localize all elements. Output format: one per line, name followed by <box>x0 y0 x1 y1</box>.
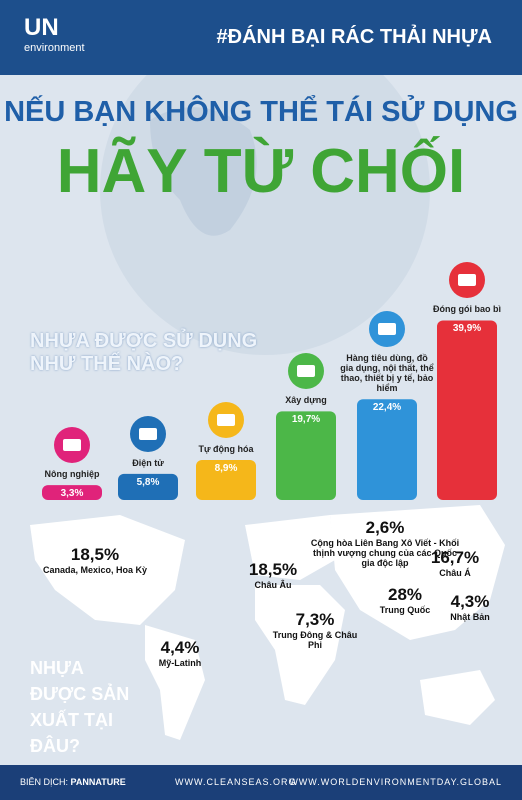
region: 28% Trung Quốc <box>370 585 440 615</box>
bar <box>42 485 102 500</box>
bar <box>357 399 417 500</box>
value-label: 22,4% <box>372 402 402 414</box>
category: Điện tử <box>100 415 196 468</box>
icon-glyph <box>139 427 157 440</box>
logo-sub: environment <box>24 42 85 54</box>
region-label: Châu Á <box>439 568 471 578</box>
value-label: 8,9% <box>214 462 238 474</box>
region-value: 4,4% <box>160 638 200 657</box>
footer-translator: BIÊN DỊCH: PANNATURE <box>20 777 126 787</box>
category: Hàng tiêu dùng, đồ gia dụng, nội thất, t… <box>339 311 435 393</box>
category-label: Xây dựng <box>285 395 327 406</box>
translator: PANNATURE <box>70 777 126 787</box>
category: Xây dựng <box>258 353 354 405</box>
headline-1: NẾU BẠN KHÔNG THỂ TÁI SỬ DỤNG <box>4 96 518 128</box>
region-label: Canada, Mexico, Hoa Kỳ <box>42 565 148 575</box>
icon-glyph <box>63 439 81 452</box>
icon-glyph <box>217 413 235 426</box>
value-label: 19,7% <box>291 414 321 426</box>
icon <box>369 311 405 348</box>
category-label: Nông nghiệp <box>44 469 100 480</box>
region-value: 18,5% <box>248 560 298 579</box>
icon-glyph <box>378 323 396 336</box>
icon <box>288 353 324 390</box>
category-label: Tự động hóa <box>198 443 254 454</box>
region-value: 18,5% <box>70 545 120 564</box>
icon <box>130 415 166 452</box>
icon-glyph <box>458 274 476 287</box>
region: 4,4% Mỹ-Latinh <box>145 638 215 668</box>
translator-label: BIÊN DỊCH: <box>20 777 69 787</box>
footer-site: WWW.CLEANSEAS.ORG <box>175 777 297 787</box>
bar <box>118 473 178 500</box>
region-value: 16,7% <box>430 548 480 567</box>
category: Đóng gói bao bì <box>419 262 515 314</box>
category: Nông nghiệp <box>24 427 120 479</box>
hashtag: #ĐÁNH BẠI RÁC THẢI NHỰA <box>216 26 492 48</box>
region-label: Trung Đông & Châu Phi <box>272 630 358 650</box>
category-label: Điện tử <box>132 457 164 468</box>
chart-title: NHỰA ĐƯỢC SỬ DỤNG NHƯ THẾ NÀO? <box>30 330 258 375</box>
map-title: NHỰA ĐƯỢC SẢN XUẤT TẠI ĐÂU? <box>30 658 130 756</box>
region-label: Cộng hòa Liên Bang Xô Viết - Khối thịnh … <box>310 538 460 568</box>
region: 4,3% Nhật Bản <box>440 592 500 622</box>
category-label: Hàng tiêu dùng, đồ gia dụng, nội thất, t… <box>340 353 434 394</box>
headline-2: HÃY TỪ CHỐI <box>56 137 466 206</box>
value-label: 39,9% <box>452 323 482 335</box>
region-label: Châu Âu <box>254 580 292 590</box>
region-value: 2,6% <box>365 518 405 537</box>
footer-site: WWW.WORLDENVIRONMENTDAY.GLOBAL <box>289 777 502 787</box>
region: 7,3% Trung Đông & Châu Phi <box>270 610 360 650</box>
icon <box>208 401 244 438</box>
bar <box>276 411 336 500</box>
region: 18,5% Canada, Mexico, Hoa Kỳ <box>40 545 150 575</box>
category-label: Đóng gói bao bì <box>433 304 501 315</box>
region-value: 28% <box>387 585 423 604</box>
region-label: Nhật Bản <box>450 612 490 622</box>
category: Tự động hóa <box>178 401 274 454</box>
region: 18,5% Châu Âu <box>238 560 308 590</box>
region-label: Mỹ-Latinh <box>158 658 202 668</box>
icon <box>449 262 485 299</box>
value-label: 3,3% <box>60 488 84 500</box>
value-label: 5,8% <box>136 476 160 488</box>
logo: UN <box>24 14 59 41</box>
region: 2,6% Cộng hòa Liên Bang Xô Viết - Khối th… <box>310 518 460 568</box>
region-value: 7,3% <box>295 610 335 629</box>
region-value: 4,3% <box>450 592 490 611</box>
bar <box>437 320 497 500</box>
region: 16,7% Châu Á <box>420 548 490 578</box>
icon-glyph <box>297 365 315 378</box>
bar <box>196 459 256 500</box>
icon <box>54 427 90 464</box>
region-label: Trung Quốc <box>379 605 431 615</box>
